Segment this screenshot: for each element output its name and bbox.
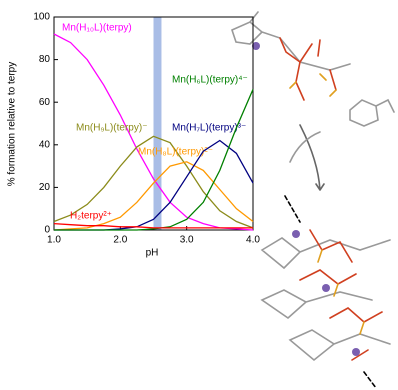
series-label: Mn(H₁₀L)(terpy) [62, 23, 132, 34]
x-tick-label: 2.0 [113, 235, 127, 246]
metal-atom [322, 284, 330, 292]
figure: % formation relative to terpy pH 0204060… [0, 0, 398, 390]
series-label: Mn(H₉L)(terpy)⁻ [76, 123, 147, 134]
y-tick-label: 60 [39, 97, 51, 108]
y-tick-label: 40 [39, 139, 51, 150]
series-label: H₂terpy²⁺ [70, 211, 112, 222]
x-axis-label: pH [146, 248, 159, 259]
y-axis-label: % formation relative to terpy [7, 62, 18, 187]
x-tick-label: 1.0 [47, 235, 61, 246]
molecule-top [232, 12, 394, 190]
y-tick-label: 80 [39, 54, 51, 65]
series-label: Mn(H₈L)(terpy)²⁻ [138, 147, 213, 158]
x-tick-label: 4.0 [246, 235, 260, 246]
y-tick-label: 20 [39, 182, 51, 193]
metal-atom [292, 230, 300, 238]
y-tick-label: 100 [33, 12, 50, 23]
polymer-chain [262, 196, 390, 388]
metal-atom [352, 348, 360, 356]
series-label: Mn(H₆L)(terpy)⁴⁻ [172, 75, 248, 86]
x-tick-label: 3.0 [180, 235, 194, 246]
highlight-band [154, 17, 162, 230]
